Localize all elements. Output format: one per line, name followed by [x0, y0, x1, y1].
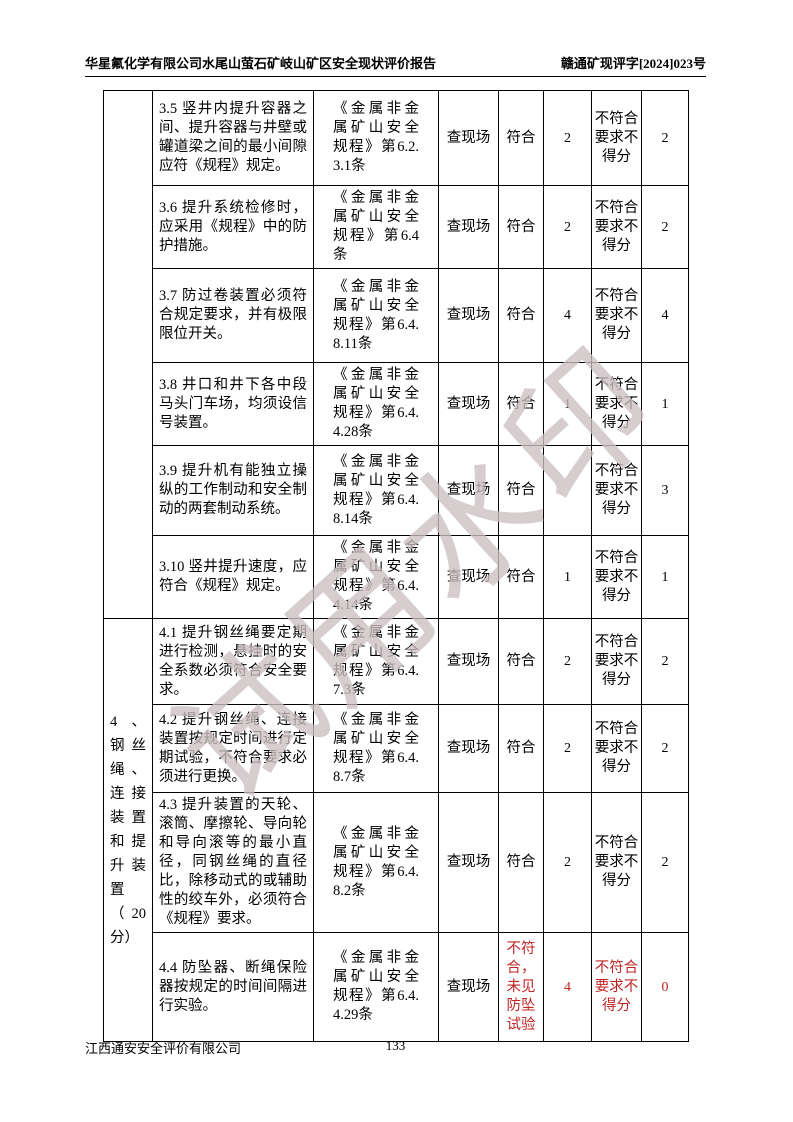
footer-company: 江西通安安全评价有限公司 [85, 1041, 242, 1056]
criteria-cell: 不符合要求不得分 [591, 445, 642, 536]
std-score-cell: 2 [543, 90, 592, 186]
report-title: 华星氟化学有限公司水尾山萤石矿岐山矿区安全现状评价报告 [85, 56, 437, 71]
method-cell: 查现场 [438, 185, 499, 269]
basis-cell: 《金属非金属矿山安全规程》第6.4.8.2条 [313, 792, 439, 933]
result-cell: 符合 [498, 792, 544, 933]
result-cell: 符合 [498, 185, 544, 269]
category-cell-section3 [103, 90, 153, 619]
std-score-cell: 2 [543, 185, 592, 269]
std-score-cell: 2 [543, 618, 592, 705]
criteria-cell: 不符合要求不得分 [591, 268, 642, 363]
method-cell: 查现场 [438, 618, 499, 705]
criteria-cell: 不符合要求不得分 [591, 792, 642, 933]
table-row: 3.7 防过卷装置必须符合规定要求，并有极限限位开关。 《金属非金属矿山安全规程… [104, 268, 689, 363]
result-cell: 符合 [498, 90, 544, 186]
table-row: 4.4 防坠器、断绳保险器按规定的时间间隔进行实验。 《金属非金属矿山安全规程》… [104, 932, 689, 1042]
criteria-cell: 不符合要求不得分 [591, 704, 642, 793]
std-score-cell: 4 [543, 268, 592, 363]
table-row: 3.5 竖井内提升容器之间、提升容器与井壁或罐道梁之间的最小间隙应符《规程》规定… [103, 90, 689, 619]
result-cell: 符合 [498, 704, 544, 793]
std-score-cell: 2 [543, 792, 592, 933]
category-cell-section4: 4、钢丝绳、连接装置和提升装置（20分） [103, 618, 153, 1042]
table-row: 4、钢丝绳、连接装置和提升装置（20分） 4.1 提升钢丝绳要定期进行检测，悬挂… [103, 618, 689, 1042]
item-desc: 4.1 提升钢丝绳要定期进行检测，悬挂时的安全系数必须符合安全要求。 [152, 618, 314, 705]
score-cell: 1 [641, 362, 689, 446]
item-desc: 3.6 提升系统检修时，应采用《规程》中的防护措施。 [152, 185, 314, 269]
table-row: 3.10 竖井提升速度，应符合《规程》规定。 《金属非金属矿山安全规程》第6.4… [104, 535, 689, 619]
item-desc: 3.9 提升机有能独立操纵的工作制动和安全制动的两套制动系统。 [152, 445, 314, 536]
method-cell: 查现场 [438, 362, 499, 446]
item-desc: 3.5 竖井内提升容器之间、提升容器与井壁或罐道梁之间的最小间隙应符《规程》规定… [152, 90, 314, 186]
evaluation-table: 3.5 竖井内提升容器之间、提升容器与井壁或罐道梁之间的最小间隙应符《规程》规定… [103, 90, 689, 1042]
basis-cell: 《金属非金属矿山安全规程》第6.2.3.1条 [313, 90, 439, 186]
table-row: 3.6 提升系统检修时，应采用《规程》中的防护措施。 《金属非金属矿山安全规程》… [104, 185, 689, 269]
table-row: 4.2 提升钢丝绳、连接装置按规定时间进行定期试验，不符合要求必须进行更换。 《… [104, 704, 689, 793]
score-cell: 0 [641, 932, 689, 1042]
basis-cell: 《金属非金属矿山安全规程》第6.4.8.7条 [313, 704, 439, 793]
basis-cell: 《金属非金属矿山安全规程》第6.4.7.3条 [313, 618, 439, 705]
score-cell: 3 [641, 445, 689, 536]
std-score-cell: 1 [543, 535, 592, 619]
method-cell: 查现场 [438, 932, 499, 1042]
result-cell: 符合 [498, 362, 544, 446]
result-cell: 符合 [498, 618, 544, 705]
std-score-cell [543, 445, 592, 536]
method-cell: 查现场 [438, 268, 499, 363]
item-desc: 3.7 防过卷装置必须符合规定要求，并有极限限位开关。 [152, 268, 314, 363]
item-desc: 4.2 提升钢丝绳、连接装置按规定时间进行定期试验，不符合要求必须进行更换。 [152, 704, 314, 793]
item-desc: 4.3 提升装置的天轮、滚筒、摩擦轮、导向轮和导向滚等的最小直径，同钢丝绳的直径… [152, 792, 314, 933]
std-score-cell: 2 [543, 704, 592, 793]
result-cell: 符合 [498, 535, 544, 619]
basis-cell: 《金属非金属矿山安全规程》第6.4.8.11条 [313, 268, 439, 363]
basis-cell: 《金属非金属矿山安全规程》第6.4.4.14条 [313, 535, 439, 619]
result-cell: 符合 [498, 445, 544, 536]
score-cell: 2 [641, 704, 689, 793]
page-header: 华星氟化学有限公司水尾山萤石矿岐山矿区安全现状评价报告 赣通矿现评字[2024]… [85, 50, 706, 77]
score-cell: 2 [641, 90, 689, 186]
item-desc: 3.8 井口和井下各中段马头门车场，均须设信号装置。 [152, 362, 314, 446]
page-number: 133 [385, 1038, 406, 1053]
score-cell: 2 [641, 792, 689, 933]
result-cell: 符合 [498, 268, 544, 363]
method-cell: 查现场 [438, 445, 499, 536]
score-cell: 1 [641, 535, 689, 619]
basis-cell: 《金属非金属矿山安全规程》第6.4.8.14条 [313, 445, 439, 536]
criteria-cell: 不符合要求不得分 [591, 618, 642, 705]
criteria-cell: 不符合要求不得分 [591, 932, 642, 1042]
criteria-cell: 不符合要求不得分 [591, 185, 642, 269]
method-cell: 查现场 [438, 535, 499, 619]
table-row: 4.3 提升装置的天轮、滚筒、摩擦轮、导向轮和导向滚等的最小直径，同钢丝绳的直径… [104, 792, 689, 933]
score-cell: 2 [641, 185, 689, 269]
std-score-cell: 4 [543, 932, 592, 1042]
basis-cell: 《金属非金属矿山安全规程》第6.4.4.29条 [313, 932, 439, 1042]
criteria-cell: 不符合要求不得分 [591, 362, 642, 446]
std-score-cell: 1 [543, 362, 592, 446]
item-desc: 3.10 竖井提升速度，应符合《规程》规定。 [152, 535, 314, 619]
score-cell: 4 [641, 268, 689, 363]
criteria-cell: 不符合要求不得分 [591, 90, 642, 186]
score-cell: 2 [641, 618, 689, 705]
doc-number: 赣通矿现评字[2024]023号 [560, 56, 706, 71]
evaluation-table-wrap: 3.5 竖井内提升容器之间、提升容器与井壁或罐道梁之间的最小间隙应符《规程》规定… [103, 90, 689, 1042]
criteria-cell: 不符合要求不得分 [591, 535, 642, 619]
method-cell: 查现场 [438, 90, 499, 186]
result-cell: 不符合，未见防坠试验 [498, 932, 544, 1042]
page-footer: 133 江西通安安全评价有限公司 [85, 1038, 706, 1058]
method-cell: 查现场 [438, 704, 499, 793]
method-cell: 查现场 [438, 792, 499, 933]
item-desc: 4.4 防坠器、断绳保险器按规定的时间间隔进行实验。 [152, 932, 314, 1042]
table-row: 3.8 井口和井下各中段马头门车场，均须设信号装置。 《金属非金属矿山安全规程》… [104, 362, 689, 446]
basis-cell: 《金属非金属矿山安全规程》第6.4条 [313, 185, 439, 269]
table-row: 3.9 提升机有能独立操纵的工作制动和安全制动的两套制动系统。 《金属非金属矿山… [104, 445, 689, 536]
basis-cell: 《金属非金属矿山安全规程》第6.4.4.28条 [313, 362, 439, 446]
